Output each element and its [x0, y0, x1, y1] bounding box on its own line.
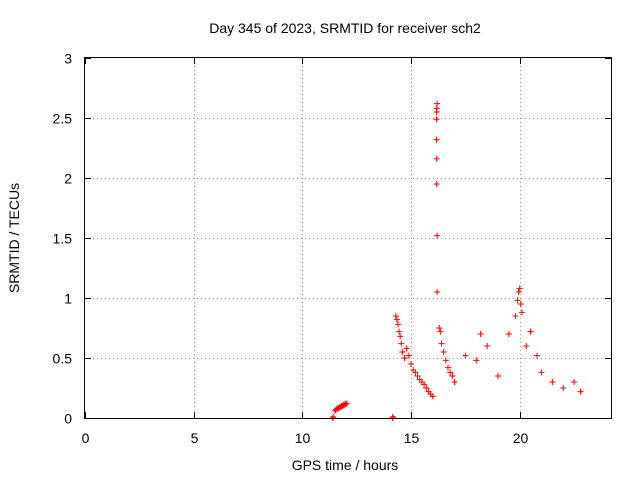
data-point [405, 352, 412, 359]
data-point [398, 340, 405, 347]
data-point [473, 357, 480, 364]
data-point [434, 289, 441, 295]
x-tick-labels: 0 5 10 15 20 [82, 430, 529, 446]
data-point [494, 373, 501, 379]
data-point [449, 373, 456, 379]
data-point [534, 352, 541, 359]
data-point [577, 388, 584, 395]
x-tick-label: 0 [82, 430, 90, 446]
data-point [484, 343, 491, 349]
data-point [516, 285, 523, 292]
data-point [523, 343, 530, 349]
y-tick-label: 0.5 [53, 351, 73, 367]
data-point [462, 352, 469, 359]
data-point [394, 321, 401, 328]
x-tick-label: 20 [513, 430, 529, 446]
data-point [444, 364, 451, 371]
data-point [440, 349, 447, 355]
data-point [549, 379, 556, 385]
data-point [518, 309, 525, 316]
data-point [412, 369, 419, 376]
data-point [433, 155, 440, 162]
data-point [438, 340, 445, 347]
y-tick-label: 3 [64, 51, 72, 67]
data-point [451, 379, 458, 385]
data-point [442, 357, 449, 364]
data-point [514, 297, 521, 304]
data-point [429, 393, 436, 400]
x-tick-label: 15 [404, 430, 420, 446]
data-point [433, 181, 440, 187]
data-point [399, 349, 406, 355]
grid-lines [85, 58, 611, 418]
x-tick-label: 10 [295, 430, 311, 446]
data-point [392, 313, 399, 319]
data-point [517, 301, 524, 307]
data-point [343, 400, 350, 407]
data-point [571, 379, 578, 385]
y-tick-labels: 0 0.5 1 1.5 2 2.5 3 [53, 51, 73, 427]
data-point [447, 369, 454, 376]
data-point [433, 136, 440, 143]
data-point [512, 313, 519, 319]
y-axis-label: SRMTID / TECUs [6, 183, 22, 293]
y-tick-label: 2 [64, 171, 72, 187]
data-point [560, 385, 567, 391]
data-points [329, 100, 584, 421]
x-tick-label: 5 [191, 430, 199, 446]
data-point [538, 369, 545, 376]
data-point [527, 328, 534, 335]
axis-ticks [85, 58, 611, 419]
data-point [421, 381, 428, 388]
data-point [434, 232, 441, 239]
data-point [397, 333, 404, 340]
data-point [477, 331, 484, 337]
data-point [403, 345, 410, 352]
data-point [505, 331, 512, 337]
data-point [414, 373, 421, 379]
data-point [396, 328, 403, 335]
y-tick-label: 1 [64, 291, 72, 307]
x-axis-label: GPS time / hours [292, 457, 399, 473]
y-tick-label: 0 [64, 411, 72, 427]
data-point [436, 325, 443, 331]
data-point [515, 289, 522, 295]
data-point [401, 355, 408, 361]
y-tick-label: 2.5 [53, 111, 73, 127]
chart-title: Day 345 of 2023, SRMTID for receiver sch… [209, 20, 481, 36]
plot-frame [84, 57, 612, 419]
y-tick-label: 1.5 [53, 231, 73, 247]
data-point [393, 316, 400, 323]
data-point [433, 116, 440, 123]
data-point [408, 361, 415, 367]
data-point [423, 385, 430, 391]
data-point [434, 100, 441, 107]
data-point [437, 328, 444, 335]
